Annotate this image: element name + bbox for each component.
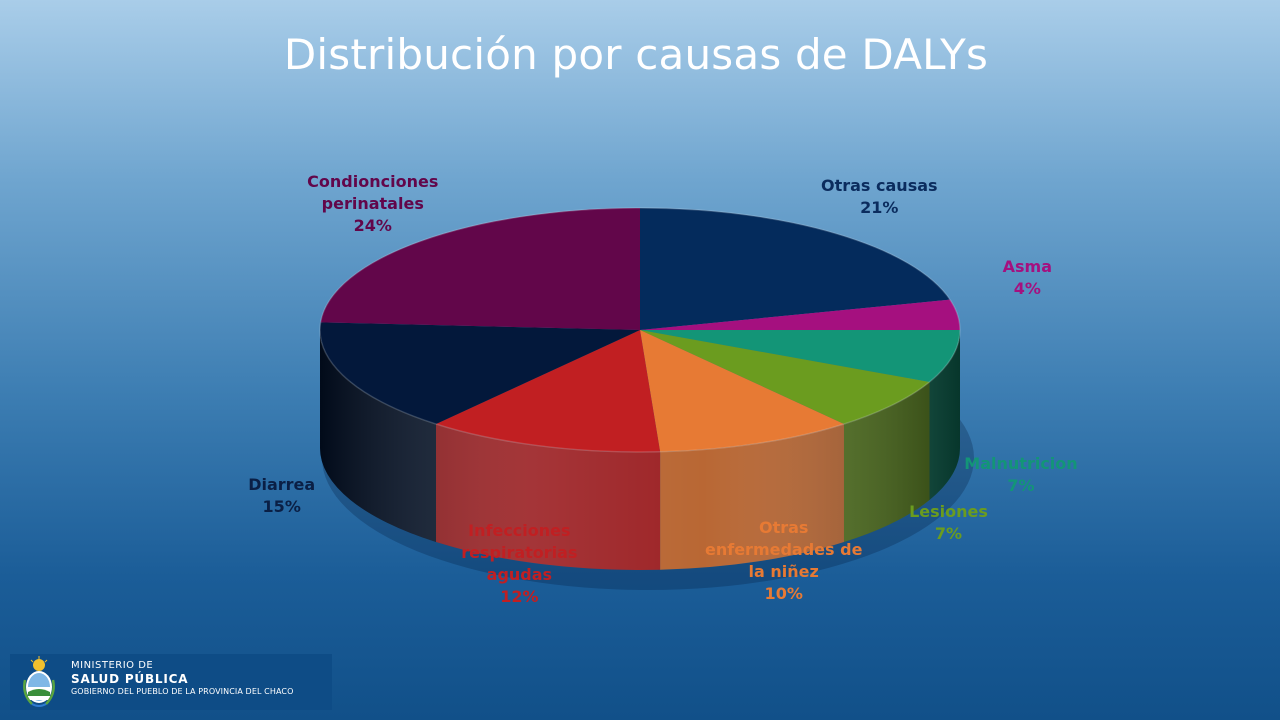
slice-value-label: 7% (934, 523, 963, 543)
slice-label-6: Diarrea 15% (248, 474, 315, 518)
logo-line-salud: SALUD PÚBLICA (71, 672, 189, 686)
slice-label-text: respiratorias (461, 543, 578, 563)
slice-label-text: Condionciones (307, 172, 439, 192)
slice-label-5: Infecciones respiratorias agudas 12% (461, 520, 577, 608)
logo-line-ministerio: MINISTERIO DE (71, 660, 154, 671)
pie-slice-4 (640, 330, 844, 452)
slide-title: Distribución por causas de DALYs (283, 30, 989, 79)
slice-value-label: 21% (860, 198, 899, 217)
slice-value-label: 12% (500, 587, 539, 607)
slice-label-2: Malnutricion 7% (964, 453, 1077, 497)
slice-label-0: Otras causas 21% (821, 175, 938, 219)
pie-slice-0 (640, 208, 950, 330)
ministry-logo: MINISTERIO DE SALUD PÚBLICA GOBIERNO DEL… (10, 654, 332, 710)
slice-label-1: Asma 4% (1003, 256, 1052, 300)
slice-label-text: agudas (486, 565, 553, 585)
pie-side-sheen (320, 330, 960, 570)
pie-slice-3 (640, 330, 930, 425)
pie-slice-2 (640, 330, 960, 382)
slice-label-text: Otras causas (820, 176, 938, 195)
slice-value-label: 15% (262, 497, 301, 517)
slice-label-4: Otras enfermedades de la niñez 10% (705, 517, 862, 605)
slice-label-text: perinatales (321, 194, 424, 214)
slice-label-text: Infecciones (468, 521, 571, 541)
slice-label-text: Diarrea (248, 475, 316, 495)
slice-value-label: 10% (764, 584, 803, 604)
slice-value-label: 7% (1007, 475, 1035, 495)
slice-value-label: 4% (1013, 279, 1041, 299)
slice-label-text: Lesiones (909, 501, 988, 521)
slice-label-text: enfermedades de (704, 540, 863, 560)
pie-slice-6 (319, 322, 640, 425)
pie-rim (319, 207, 961, 453)
slice-label-7: Condionciones perinatales 24% (307, 171, 438, 237)
pie-slice-7 (320, 208, 640, 330)
slice-value-label: 24% (353, 216, 392, 236)
logo-line-gobierno: GOBIERNO DEL PUEBLO DE LA PROVINCIA DEL … (71, 687, 294, 696)
slice-label-text: Malnutricion (964, 453, 1078, 473)
slice-label-text: Asma (1002, 257, 1052, 277)
slice-label-3: Lesiones 7% (909, 501, 988, 545)
province-seal-icon (23, 656, 55, 707)
pie-slice-1 (640, 299, 960, 330)
pie-slice-5 (436, 330, 661, 452)
slice-label-text: la niñez (748, 562, 819, 582)
slice-label-text: Otras (758, 518, 809, 538)
